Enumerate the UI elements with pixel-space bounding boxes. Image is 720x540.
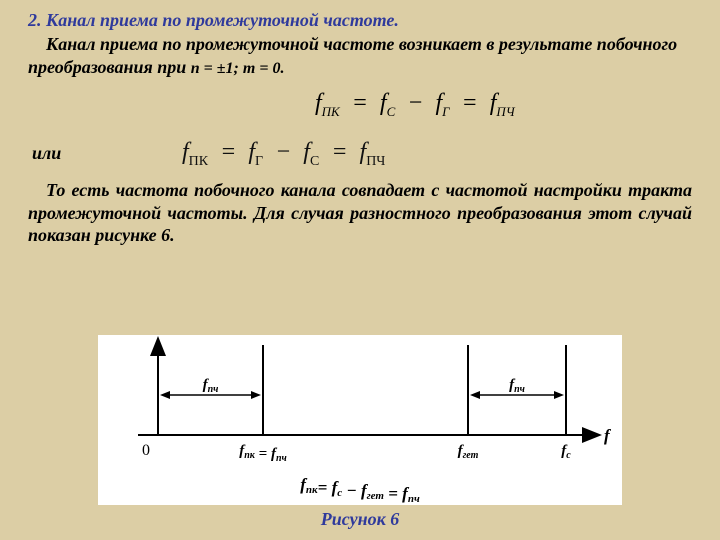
figure-caption: Рисунок 6 xyxy=(98,509,622,530)
figure-svg: fпч fпч 0 f fпк = fпч fгет fс fпк= fс − fгет = … xyxy=(98,335,622,505)
section-title: 2. Канал приема по промежуточной частоте… xyxy=(28,10,692,31)
svg-text:fгет: fгет xyxy=(458,443,479,461)
svg-text:fпч: fпч xyxy=(509,377,525,395)
svg-text:fпч: fпч xyxy=(203,377,219,395)
nm-condition: n = ±1; m = 0. xyxy=(191,60,285,77)
intro-text: Канал приема по промежуточной частоте во… xyxy=(28,34,677,77)
explain-para: То есть частота побочного канала совпада… xyxy=(28,179,692,247)
svg-text:fпк = fпч: fпк = fпч xyxy=(239,443,287,464)
svg-text:fс: fс xyxy=(561,443,571,461)
or-label: или xyxy=(28,143,182,164)
svg-text:0: 0 xyxy=(142,442,150,459)
svg-text:fпк= fс − fгет = fпч: fпк= fс − fгет = fпч xyxy=(300,475,420,505)
equation-row: или fПК = fГ − fС = fПЧ xyxy=(28,139,692,170)
figure-canvas: fпч fпч 0 f fпк = fпч fгет fс fпк= fс − fгет = … xyxy=(98,335,622,505)
svg-text:f: f xyxy=(604,426,612,445)
equation-top: fПК = fС − fГ = fПЧ xyxy=(315,90,515,120)
figure-6: fпч fпч 0 f fпк = fпч fгет fс fпк= fс − fгет = … xyxy=(98,335,622,530)
intro-para: Канал приема по промежуточной частоте во… xyxy=(28,33,692,79)
equation-main: fПК = fГ − fС = fПЧ xyxy=(182,139,692,170)
